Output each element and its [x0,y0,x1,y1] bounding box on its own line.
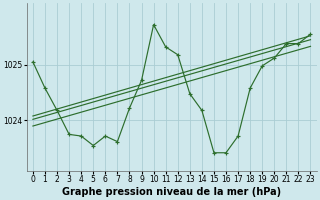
X-axis label: Graphe pression niveau de la mer (hPa): Graphe pression niveau de la mer (hPa) [62,187,281,197]
